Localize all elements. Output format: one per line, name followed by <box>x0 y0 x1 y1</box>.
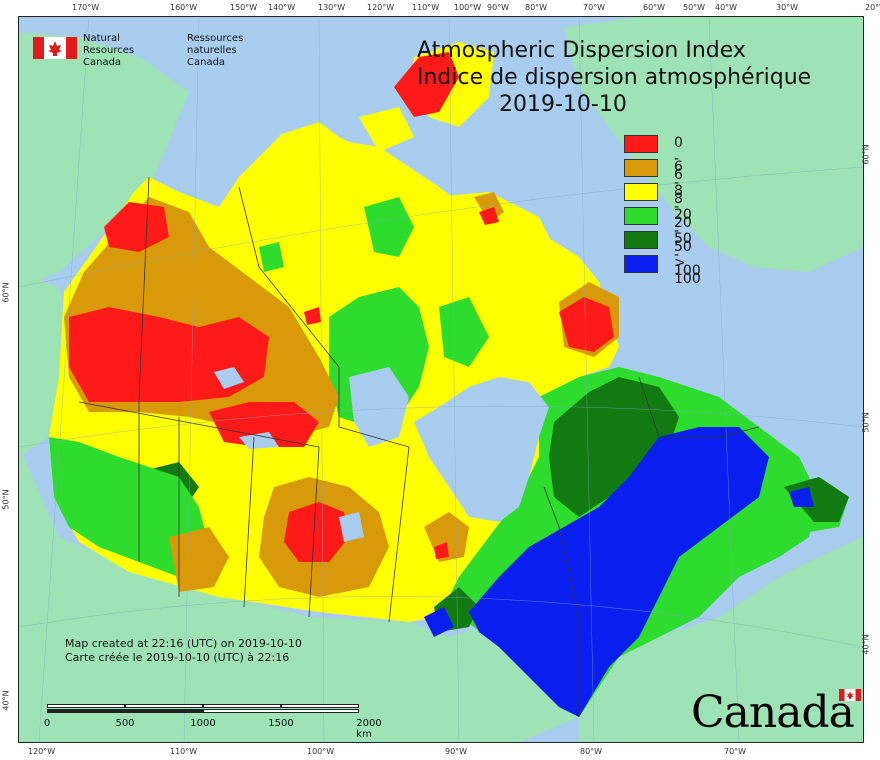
agency-name-fr: Ressources naturelles Canada <box>187 33 243 69</box>
title-date: 2019-10-10 <box>499 92 627 117</box>
graticule <box>19 17 863 742</box>
axis-tick-label: 150°W <box>230 3 258 12</box>
map-credits: Map created at 22:16 (UTC) on 2019-10-10… <box>65 637 302 665</box>
axis-tick-label: 90°W <box>445 747 468 756</box>
scale-bar: 0 500 1000 1500 2000 km <box>43 704 382 740</box>
credit-en: Map created at 22:16 (UTC) on 2019-10-10 <box>65 637 302 650</box>
axis-tick-label: 100°W <box>307 747 335 756</box>
canada-flag-icon <box>33 37 77 59</box>
axis-tick-label: 40°N <box>1 690 11 711</box>
title-fr: Indice de dispersion atmosphérique <box>417 65 812 90</box>
legend-swatch <box>624 207 658 225</box>
axis-tick-label: 60°N <box>1 282 11 303</box>
red-zone <box>69 52 614 562</box>
axis-tick-label: 110°W <box>412 3 440 12</box>
axis-tick-label: 120°W <box>367 3 395 12</box>
scale-segment <box>281 704 359 708</box>
axis-tick-label: 140°W <box>268 3 296 12</box>
agency-en-line1: Natural Resources <box>83 33 135 56</box>
agency-en-line2: Canada <box>83 57 122 68</box>
provincial-borders <box>78 176 760 717</box>
legend-label: 50 - 100 <box>674 231 701 279</box>
legend-label: > 100 <box>674 255 701 287</box>
axis-tick-label: 60°N <box>861 144 871 165</box>
axis-tick-label: 130°W <box>318 3 346 12</box>
wordmark-text: Canada <box>691 687 855 738</box>
blue-zone <box>424 427 814 717</box>
legend-label: 8 - 20 <box>674 183 692 231</box>
axis-tick-label: 70°W <box>724 747 747 756</box>
axis-tick-label: 110°W <box>170 747 198 756</box>
axis-tick-label: 80°W <box>525 3 548 12</box>
canada-wordmark: Canada <box>691 689 861 737</box>
axis-tick-label: 70°W <box>583 3 606 12</box>
legend-label: 0 - 6 <box>674 135 683 183</box>
legend-label: 6 - 8 <box>674 159 683 207</box>
scale-segment-light <box>203 709 359 713</box>
surrounding-land <box>19 17 863 742</box>
scale-segment <box>203 704 281 708</box>
axis-tick-label: 90°W <box>487 3 510 12</box>
axis-tick-label: 50°N <box>1 489 11 510</box>
title-en: Atmospheric Dispersion Index <box>417 38 746 63</box>
scale-segment-dark <box>47 709 203 713</box>
axis-tick-label: 40°W <box>715 3 738 12</box>
scale-label: 1000 <box>190 718 216 729</box>
legend-swatch <box>624 231 658 249</box>
axis-tick-label: 20°W <box>865 3 880 12</box>
credit-fr: Carte créée le 2019-10-10 (UTC) à 22:16 <box>65 651 290 664</box>
axis-tick-label: 30°W <box>776 3 799 12</box>
legend-swatch <box>624 183 658 201</box>
lakes <box>214 367 409 542</box>
axis-tick-label: 60°W <box>643 3 666 12</box>
hudson-bay <box>414 377 549 522</box>
agency-name-en: Natural Resources Canada <box>83 33 134 69</box>
dispersion-map[interactable] <box>19 17 863 742</box>
axis-tick-label: 50°W <box>683 3 706 12</box>
canada-flag-icon <box>839 689 861 701</box>
scale-label: 1500 <box>268 718 294 729</box>
scale-segment <box>125 704 203 708</box>
scale-label: 500 <box>115 718 135 729</box>
legend-swatch <box>624 255 658 273</box>
legend-swatch <box>624 135 658 153</box>
axis-tick-label: 160°W <box>170 3 198 12</box>
axis-tick-label: 100°W <box>454 3 482 12</box>
scale-segment <box>47 704 125 708</box>
axis-tick-label: 40°N <box>861 634 871 655</box>
map-frame: Natural Resources Canada Ressources natu… <box>18 16 864 743</box>
scale-label: 0 <box>43 718 51 729</box>
legend-label: 20 - 50 <box>674 207 692 255</box>
axis-tick-label: 80°W <box>580 747 603 756</box>
axis-tick-label: 170°W <box>72 3 100 12</box>
agency-fr-line1: Ressources naturelles <box>187 33 244 56</box>
axis-tick-label: 50°N <box>861 412 871 433</box>
axis-tick-label: 120°W <box>28 747 56 756</box>
legend-swatch <box>624 159 658 177</box>
map-title: Atmospheric Dispersion Index Indice de d… <box>417 37 857 118</box>
scale-label: 2000 km <box>356 718 382 740</box>
agency-fr-line2: Canada <box>187 57 226 68</box>
